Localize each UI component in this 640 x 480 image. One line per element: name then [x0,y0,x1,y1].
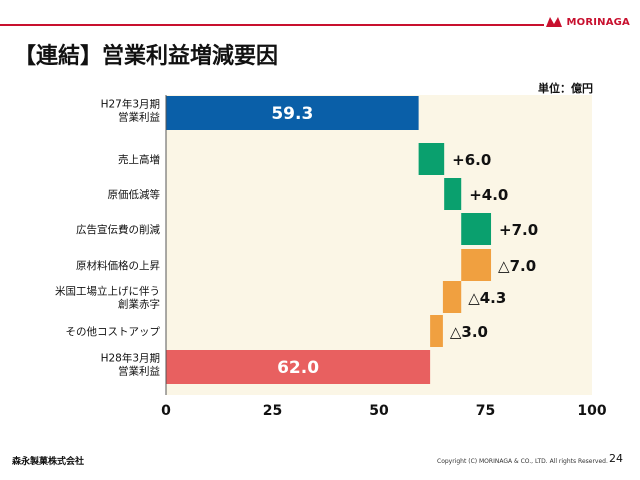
page-number: 24 [609,452,623,465]
category-label-0-1: 営業利益 [118,111,160,124]
data-label-5: △4.3 [468,289,506,307]
bar-1 [418,143,445,175]
data-label-2: +4.0 [469,186,508,204]
unit-label: 単位：億円 [538,82,593,95]
category-label-7-1: 営業利益 [118,365,160,378]
bar-2 [444,178,462,210]
data-label-4: △7.0 [498,257,536,275]
category-label-7-0: H28年3月期 [101,352,160,365]
morinaga-logo: MORINAGA [545,16,630,28]
bar-6 [430,315,443,347]
category-label-6-0: その他コストアップ [66,325,161,338]
category-label-3-0: 広告宣伝費の削減 [76,223,160,236]
bar-3 [461,213,492,245]
data-label-1: +6.0 [452,151,491,169]
bar-4 [461,249,492,281]
category-label-2-0: 原価低減等 [108,188,161,201]
plot-area [166,95,592,395]
x-tick-label-2: 50 [369,403,389,419]
bar-7 [166,350,431,384]
data-label-7: 62.0 [277,358,319,378]
bar-5 [442,281,462,313]
bar-0 [166,96,419,130]
category-label-5-1: 創業赤字 [118,298,160,311]
company-name: 森永製菓株式会社 [12,457,85,467]
category-label-0-0: H27年3月期 [101,98,160,111]
x-tick-label-1: 25 [263,403,282,419]
data-label-3: +7.0 [499,221,538,239]
category-label-1-0: 売上高増 [118,153,160,166]
data-label-6: △3.0 [450,323,488,341]
copyright-text: Copyright (C) MORINAGA & CO., LTD. All r… [437,458,608,465]
logo-text: MORINAGA [566,16,630,28]
x-tick-label-3: 75 [476,403,495,419]
page-title: 【連結】営業利益増減要因 [14,44,279,69]
data-label-0: 59.3 [271,104,313,124]
logo-mark-icon [546,17,563,27]
category-label-4-0: 原材料価格の上昇 [76,259,160,272]
x-tick-label-4: 100 [577,403,606,419]
x-tick-label-0: 0 [161,403,171,419]
category-label-5-0: 米国工場立上げに伴う [55,285,160,298]
header-rule [0,24,544,26]
